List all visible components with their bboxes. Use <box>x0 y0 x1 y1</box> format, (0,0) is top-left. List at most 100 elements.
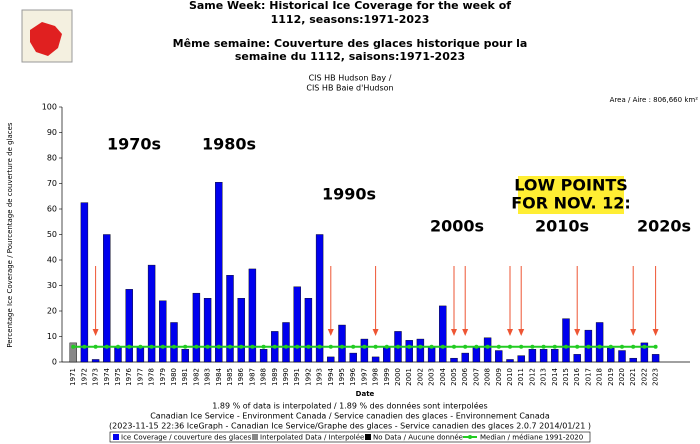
x-tick-label: 2010 <box>506 368 514 386</box>
y-tick-label: 100 <box>42 103 57 112</box>
x-tick-label: 2013 <box>540 368 548 386</box>
median-marker <box>396 344 400 349</box>
y-axis-label: Percentage Ice Coverage / Pourcentage de… <box>6 122 14 348</box>
bar <box>125 289 133 363</box>
subtitle: CIS HB Baie d'Hudson <box>306 84 393 93</box>
bar <box>528 349 537 363</box>
x-tick-label: 2023 <box>652 368 660 386</box>
x-tick-label: 2004 <box>439 367 447 385</box>
median-marker <box>351 344 356 349</box>
y-tick-label: 10 <box>47 332 57 341</box>
x-tick-label: 2016 <box>573 367 581 385</box>
low-points-box <box>518 176 624 214</box>
y-tick-label: 70 <box>47 179 57 188</box>
x-tick-label: 1985 <box>226 368 234 386</box>
median-marker <box>429 344 434 349</box>
x-tick-label: 1976 <box>125 367 133 385</box>
median-marker <box>216 344 221 349</box>
median-marker <box>340 344 344 349</box>
x-tick-label: 2002 <box>416 368 424 386</box>
median-marker <box>541 344 546 349</box>
bar <box>349 352 357 363</box>
y-tick-label: 90 <box>47 128 57 137</box>
median-marker <box>575 344 580 349</box>
bar <box>607 347 615 363</box>
median-marker <box>407 344 412 349</box>
x-tick-label: 2000 <box>394 368 402 386</box>
bar <box>103 234 111 363</box>
bar <box>506 359 514 363</box>
median-marker <box>93 344 98 349</box>
x-tick-label: 1987 <box>248 368 256 386</box>
bar <box>338 324 346 363</box>
bar <box>248 268 257 363</box>
median-marker <box>564 344 568 349</box>
y-tick-label: 40 <box>47 256 57 265</box>
median-marker <box>272 344 277 349</box>
median-marker <box>116 344 120 349</box>
arrow-head <box>507 329 513 336</box>
bar <box>293 286 301 363</box>
legend-swatch <box>365 434 371 440</box>
bar <box>170 322 178 363</box>
bar <box>595 322 604 363</box>
median-marker <box>228 344 232 349</box>
bar <box>315 234 324 363</box>
bar <box>495 350 503 363</box>
x-tick-label: 2005 <box>450 368 458 386</box>
bar <box>304 298 313 363</box>
x-tick-label: 2019 <box>607 368 615 386</box>
x-tick-label: 2003 <box>428 368 436 386</box>
median-marker <box>384 344 389 349</box>
bar <box>181 349 189 363</box>
title: Same Week: Historical Ice Coverage for t… <box>189 0 511 12</box>
x-tick-label: 2021 <box>629 368 637 386</box>
x-tick-label: 1999 <box>383 368 391 386</box>
bar <box>360 338 369 363</box>
median-marker <box>317 344 322 349</box>
median-marker <box>508 344 512 349</box>
x-tick-label: 1977 <box>136 368 144 386</box>
median-marker <box>552 344 557 349</box>
median-marker <box>250 344 255 349</box>
bar <box>427 346 436 363</box>
bar <box>416 338 425 363</box>
median-marker <box>71 344 76 349</box>
bar <box>192 292 201 363</box>
x-tick-label: 1995 <box>338 368 346 386</box>
legend-entry: Interpolated Data / Interpolée <box>260 434 364 442</box>
legend-swatch <box>113 434 119 440</box>
x-tick-label: 1990 <box>282 368 290 386</box>
bar <box>147 264 156 363</box>
y-tick-label: 30 <box>47 281 57 290</box>
x-tick-label: 1983 <box>204 368 212 386</box>
y-tick-label: 50 <box>47 230 57 239</box>
bar <box>450 357 458 363</box>
bar <box>69 342 77 363</box>
median-marker <box>586 344 591 349</box>
median-marker <box>608 344 613 349</box>
median-marker <box>194 344 199 349</box>
median-marker <box>295 344 300 349</box>
x-tick-label: 1992 <box>304 368 312 386</box>
x-tick-label: 2012 <box>528 368 536 386</box>
low-points: FOR NOV. 12: <box>511 194 631 213</box>
footer: 1.89 % of data is interpolated / 1.89 % … <box>212 401 487 411</box>
median-marker <box>653 344 658 349</box>
median-marker <box>138 344 143 349</box>
median-marker <box>328 344 333 349</box>
bar <box>651 354 660 363</box>
median-marker <box>160 344 165 349</box>
median-marker <box>474 344 479 349</box>
bar <box>282 322 290 363</box>
x-tick-label: 1997 <box>360 368 368 386</box>
x-tick-label: 1994 <box>327 367 335 385</box>
median-marker <box>284 344 288 349</box>
median-marker <box>463 344 468 349</box>
bar <box>237 298 245 363</box>
x-tick-label: 1984 <box>215 367 223 385</box>
median-marker <box>172 344 176 349</box>
x-tick-label: 2009 <box>495 368 503 386</box>
bar <box>551 349 559 363</box>
